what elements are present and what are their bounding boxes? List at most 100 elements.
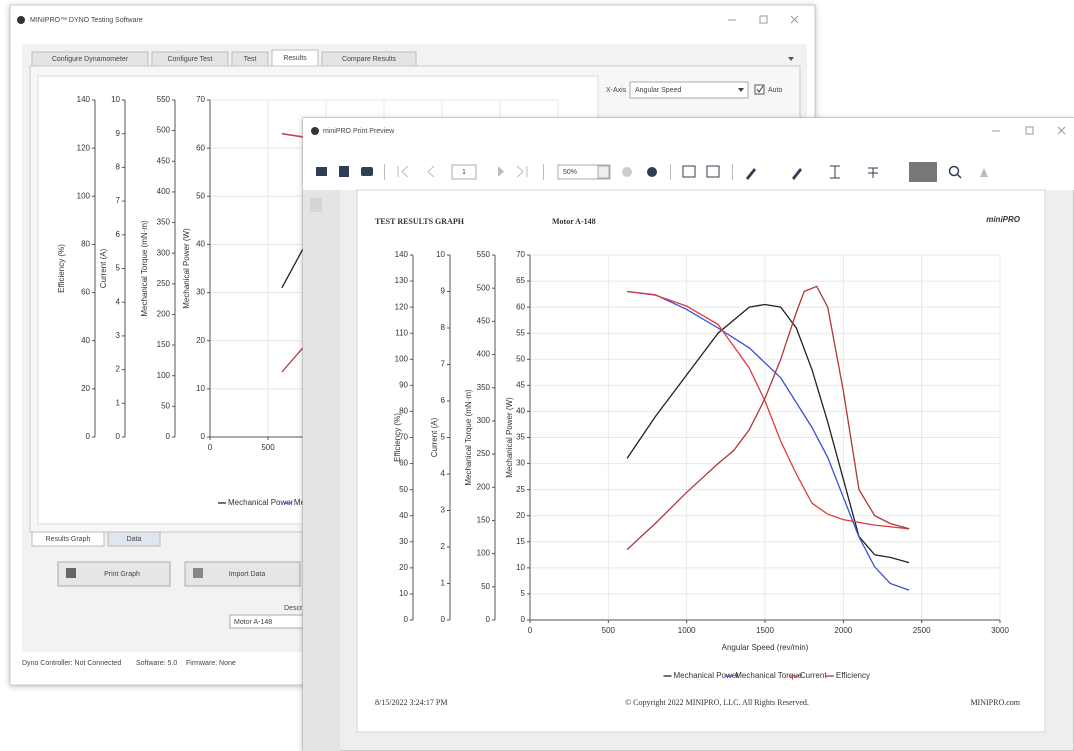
prev-page-icon[interactable] xyxy=(427,165,435,178)
tab-selected[interactable] xyxy=(31,531,105,547)
disabled-icon xyxy=(980,168,988,177)
y-tick-label: 0 xyxy=(441,615,446,624)
y-tick-label: 3 xyxy=(441,506,446,515)
y-tick-label: 40 xyxy=(399,511,408,520)
y-tick-label: 5 xyxy=(116,264,121,273)
status-firmware: Firmware: None xyxy=(186,660,236,667)
separator xyxy=(670,164,671,180)
print-graph-button[interactable] xyxy=(57,561,171,587)
x-tick-label: 500 xyxy=(261,443,275,452)
separator xyxy=(543,164,544,180)
zoom-dropdown[interactable] xyxy=(597,165,610,179)
page-input[interactable] xyxy=(451,164,477,180)
button-label: Print Graph xyxy=(104,571,140,578)
y-axis-title: Current (A) xyxy=(99,248,108,288)
app-icon xyxy=(17,16,25,24)
selected-tool[interactable] xyxy=(909,162,937,182)
y-tick-label: 50 xyxy=(481,582,490,591)
y-tick-label: 350 xyxy=(477,383,491,392)
import-data-button[interactable] xyxy=(184,561,301,587)
x-axis-select[interactable] xyxy=(629,81,749,99)
maximize-button[interactable] xyxy=(759,15,768,24)
y-tick-label: 400 xyxy=(157,187,171,196)
toolbar xyxy=(303,148,1074,190)
separator xyxy=(732,164,733,180)
close-button[interactable] xyxy=(1057,126,1066,135)
y-tick-label: 0 xyxy=(116,432,121,441)
print-icon[interactable] xyxy=(361,167,373,176)
tab-label: Results xyxy=(283,55,307,62)
y-tick-label: 300 xyxy=(477,416,491,425)
legend-label: Mechanical Torque xyxy=(735,671,803,680)
legend-label: Efficiency xyxy=(836,671,870,680)
thumbnail-pane xyxy=(303,190,340,751)
y-tick-label: 60 xyxy=(399,459,408,468)
description-label: Description xyxy=(284,605,319,612)
tab-menu-arrow[interactable] xyxy=(788,57,794,61)
open-icon[interactable] xyxy=(316,167,327,176)
y-tick-label: 1 xyxy=(116,398,121,407)
y-tick-label: 250 xyxy=(477,449,491,458)
tab-label: Results Graph xyxy=(46,536,91,543)
y-tick-label: 150 xyxy=(477,516,491,525)
y-tick-label: 65 xyxy=(516,276,525,285)
y-tick-label: 100 xyxy=(395,354,409,363)
y-tick-label: 5 xyxy=(521,589,526,598)
zoom-in-icon[interactable] xyxy=(647,167,657,177)
multi-page-icon[interactable] xyxy=(706,165,720,178)
save-icon[interactable] xyxy=(339,166,349,177)
zoom-select[interactable] xyxy=(557,164,611,180)
status-connection: Dyno Controller: Not Connected xyxy=(22,660,121,667)
legend-label: Mechanical Power xyxy=(228,498,294,507)
y-axis-title: Mechanical Torque (mN·m) xyxy=(464,389,473,486)
window-title: miniPRO Print Preview xyxy=(323,128,395,135)
close-button[interactable] xyxy=(790,15,799,24)
tab[interactable] xyxy=(107,531,161,547)
y-tick-label: 60 xyxy=(81,288,90,297)
search-icon[interactable] xyxy=(948,165,960,177)
tab-label: Configure Dynamometer xyxy=(52,56,129,63)
y-tick-label: 130 xyxy=(395,276,409,285)
y-tick-label: 350 xyxy=(157,218,171,227)
button-icon xyxy=(66,568,76,578)
series-line xyxy=(627,290,910,530)
y-tick-label: 30 xyxy=(196,288,205,297)
zoom-out-icon[interactable] xyxy=(622,167,632,177)
y-tick-label: 10 xyxy=(111,95,120,104)
y-tick-label: 10 xyxy=(436,250,445,259)
y-tick-label: 450 xyxy=(157,156,171,165)
search-icon-handle xyxy=(956,173,962,179)
y-tick-label: 8 xyxy=(441,323,446,332)
pen-icon[interactable] xyxy=(746,168,756,180)
auto-checkbox[interactable] xyxy=(754,84,765,95)
series-line xyxy=(627,290,910,591)
text-icon[interactable] xyxy=(830,165,840,179)
tab-label: Test xyxy=(244,56,257,63)
x-axis-label: X-Axis xyxy=(606,87,627,94)
page-number: 1 xyxy=(462,169,466,176)
highlighter-icon[interactable] xyxy=(792,168,802,180)
next-page-icon[interactable] xyxy=(498,166,504,177)
first-page-icon[interactable] xyxy=(397,165,409,178)
thumbnail[interactable] xyxy=(310,198,322,212)
y-tick-label: 50 xyxy=(196,191,205,200)
button-icon xyxy=(193,568,203,578)
y-tick-label: 550 xyxy=(157,95,171,104)
y-tick-label: 45 xyxy=(516,380,525,389)
strike-icon[interactable] xyxy=(868,167,878,178)
y-tick-label: 100 xyxy=(477,549,491,558)
website: MINIPRO.com xyxy=(970,698,1020,707)
y-axis-title: Mechanical Power (W) xyxy=(182,228,191,309)
last-page-icon[interactable] xyxy=(516,165,528,178)
y-axis-title: Efficiency (%) xyxy=(57,244,66,293)
x-axis-value: Angular Speed xyxy=(635,87,681,94)
y-tick-label: 120 xyxy=(395,302,409,311)
x-tick-label: 0 xyxy=(208,443,213,452)
tab-label: Compare Results xyxy=(342,56,397,63)
y-tick-label: 20 xyxy=(196,336,205,345)
test-results-graph: 0102030405060708090100110120130140Effici… xyxy=(393,250,1009,680)
one-page-icon[interactable] xyxy=(682,165,696,178)
y-tick-label: 200 xyxy=(157,310,171,319)
y-tick-label: 7 xyxy=(441,360,446,369)
maximize-button[interactable] xyxy=(1025,126,1034,135)
